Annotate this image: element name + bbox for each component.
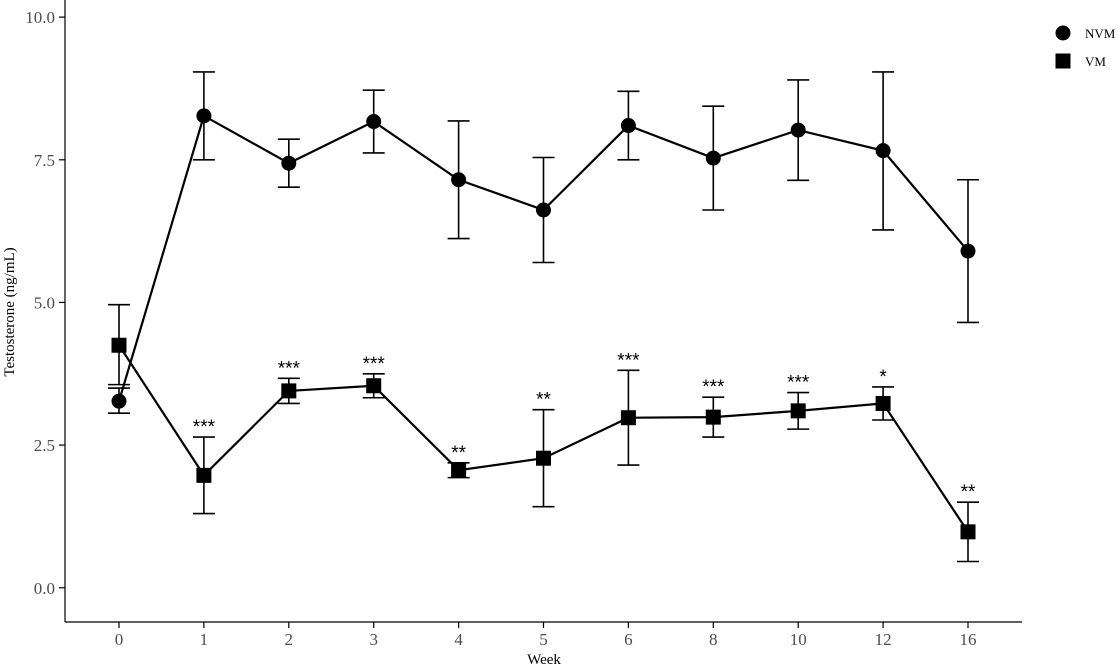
x-axis-title: Week [527, 652, 561, 666]
x-tick-label: 16 [960, 630, 977, 649]
x-tick-label: 6 [624, 630, 633, 649]
y-ticks: 0.0 2.5 5.0 7.5 10.0 [25, 8, 65, 598]
x-tick-label: 3 [369, 630, 378, 649]
x-tick-label: 0 [115, 630, 124, 649]
legend-marker-vm [1055, 53, 1071, 69]
significance-label: ** [961, 482, 976, 503]
legend-label: NVM [1085, 26, 1116, 41]
x-tick-label: 12 [875, 630, 892, 649]
plot-area: ****** ************* *** *** [108, 71, 979, 563]
data-point-nvm [620, 118, 636, 134]
data-point-nvm [960, 243, 976, 259]
x-tick-label: 5 [539, 630, 548, 649]
data-point-vm [875, 395, 891, 411]
significance-label: ** [451, 443, 466, 464]
data-point-nvm [111, 393, 127, 409]
y-tick-label: 5.0 [34, 293, 55, 312]
x-tick-label: 2 [285, 630, 294, 649]
data-point-vm [281, 383, 297, 399]
data-point-nvm [451, 172, 467, 188]
data-point-vm [111, 337, 127, 353]
significance-label: *** [193, 417, 216, 438]
legend-label: VM [1085, 54, 1106, 69]
data-point-vm [960, 524, 976, 540]
data-point-nvm [875, 143, 891, 159]
chart-axes [64, 0, 1022, 623]
significance-label: * [879, 367, 887, 388]
data-point-nvm [790, 122, 806, 138]
y-tick-label: 7.5 [34, 151, 55, 170]
data-point-vm [790, 403, 806, 419]
data-point-vm [366, 378, 382, 394]
significance-label: *** [363, 354, 386, 375]
x-tick-label: 1 [200, 630, 209, 649]
data-point-vm [705, 409, 721, 425]
data-point-vm [451, 462, 467, 478]
data-point-nvm [705, 150, 721, 166]
legend-marker-nvm [1055, 25, 1071, 41]
data-point-nvm [196, 108, 212, 124]
significance-label: *** [702, 377, 725, 398]
data-point-nvm [281, 155, 297, 171]
y-axis-title: Testosterone (ng/mL) [2, 247, 18, 376]
series-nvm [108, 71, 979, 414]
x-tick-label: 4 [454, 630, 463, 649]
x-tick-label: 8 [709, 630, 718, 649]
data-point-vm [536, 450, 551, 466]
data-point-vm [620, 410, 636, 426]
y-tick-label: 10.0 [25, 8, 55, 27]
significance-label: ** [536, 390, 551, 411]
series-vm: ****** ************* *** *** [108, 303, 979, 563]
y-tick-label: 2.5 [34, 436, 55, 455]
significance-label: *** [278, 358, 301, 379]
legend-item-vm: VM [1055, 53, 1106, 69]
legend-item-nvm: NVM [1055, 25, 1116, 41]
significance-label: *** [787, 373, 810, 394]
data-point-nvm [366, 114, 382, 130]
significance-label: *** [617, 350, 640, 371]
data-point-vm [196, 467, 212, 483]
y-tick-label: 0.0 [34, 579, 55, 598]
x-tick-label: 10 [790, 630, 807, 649]
legend: NVM VM [1055, 25, 1116, 69]
data-point-nvm [536, 202, 551, 218]
x-ticks: 0 1 2 3 4 5 6 8 10 12 16 [115, 622, 977, 649]
